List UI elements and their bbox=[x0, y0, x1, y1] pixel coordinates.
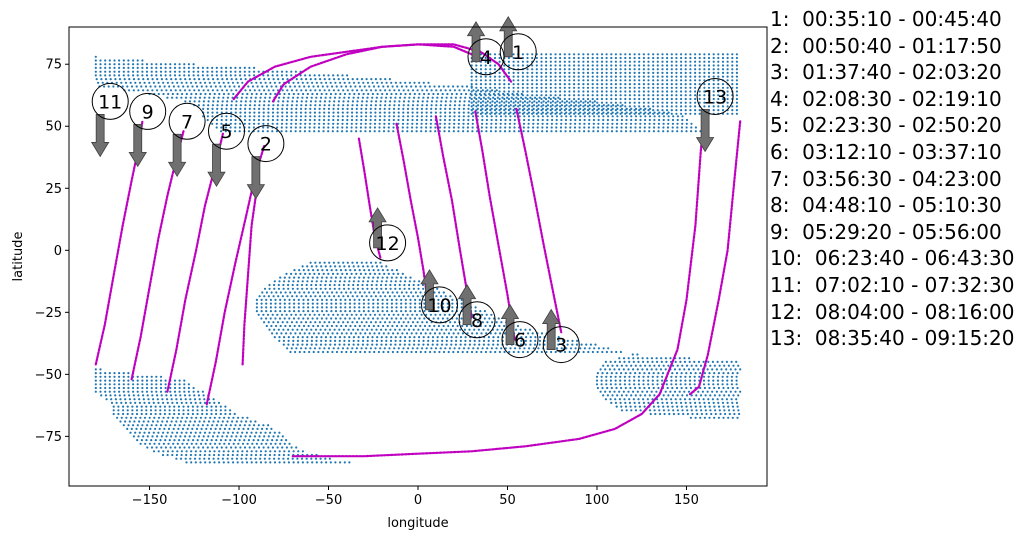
pass-marker-label: 7 bbox=[181, 111, 193, 133]
y-tick-label: 75 bbox=[45, 58, 62, 73]
ground-track bbox=[241, 187, 258, 366]
arrow-down-icon bbox=[90, 114, 110, 158]
pass-marker-circle bbox=[421, 286, 458, 324]
pass-marker-label: 9 bbox=[142, 101, 154, 123]
pass-marker: 3 bbox=[541, 308, 580, 364]
legend-entry: 9: 05:29:20 - 05:56:00 bbox=[770, 219, 1002, 244]
pass-marker-circle bbox=[91, 82, 129, 120]
x-axis: −150 −100 −50 0 50 100 150 bbox=[132, 486, 699, 508]
pass-marker-label: 10 bbox=[427, 295, 451, 317]
coverage-region bbox=[595, 353, 742, 419]
y-tick-label: 50 bbox=[45, 120, 62, 135]
y-tick-label: −50 bbox=[35, 368, 62, 383]
pass-marker: 5 bbox=[207, 112, 245, 187]
y-tick-label: 0 bbox=[54, 244, 62, 259]
x-tick-label: 100 bbox=[585, 493, 610, 508]
pass-marker-circle bbox=[696, 78, 734, 115]
legend-entry: 7: 03:56:30 - 04:23:00 bbox=[770, 166, 1002, 191]
x-tick-label: 0 bbox=[414, 493, 422, 508]
pass-marker-circle bbox=[208, 112, 245, 150]
legend-entry: 3: 01:37:40 - 02:03:20 bbox=[770, 60, 1002, 85]
x-axis-label: longitude bbox=[387, 516, 448, 531]
pass-marker-circle bbox=[501, 321, 539, 359]
legend-entry: 1: 00:35:10 - 00:45:40 bbox=[770, 7, 1002, 31]
legend-entry: 8: 04:48:10 - 05:10:30 bbox=[770, 193, 1002, 218]
pass-marker-circle bbox=[129, 92, 167, 130]
ground-track bbox=[515, 107, 563, 334]
pass-marker-circle bbox=[247, 125, 285, 163]
pass-marker: 7 bbox=[167, 102, 206, 178]
legend-entry: 13: 08:35:40 - 09:15:20 bbox=[770, 326, 1015, 351]
coverage-region bbox=[94, 368, 351, 464]
y-tick-label: −25 bbox=[35, 306, 62, 321]
pass-marker-label: 8 bbox=[471, 310, 483, 332]
pass-marker: 4 bbox=[466, 21, 505, 76]
coverage-region bbox=[94, 53, 739, 133]
arrow-down-icon bbox=[167, 133, 187, 178]
y-axis-label: latitude bbox=[11, 232, 26, 282]
x-tick-label: −100 bbox=[221, 493, 257, 508]
pass-marker-label: 11 bbox=[98, 91, 122, 113]
pass-marker: 6 bbox=[500, 303, 539, 359]
legend-entry: 4: 02:08:30 - 02:19:10 bbox=[770, 86, 1002, 111]
x-tick-label: −50 bbox=[315, 493, 342, 508]
pass-time-legend: 1: 00:35:10 - 00:45:40 2: 00:50:40 - 01:1… bbox=[770, 6, 1014, 352]
x-tick-label: −150 bbox=[132, 493, 168, 508]
arrow-down-icon bbox=[128, 123, 147, 168]
pass-marker-circle bbox=[499, 33, 537, 71]
legend-entry: 12: 08:04:00 - 08:16:00 bbox=[770, 299, 1015, 324]
pass-marker-label: 1 bbox=[512, 42, 524, 64]
arrow-down-icon bbox=[207, 143, 226, 187]
ground-track bbox=[474, 110, 516, 341]
x-tick-label: 50 bbox=[499, 493, 516, 508]
arrow-down-icon bbox=[246, 156, 266, 200]
pass-marker: 13 bbox=[695, 78, 734, 153]
pass-marker: 10 bbox=[420, 269, 458, 324]
ground-track bbox=[271, 43, 513, 103]
ground-track bbox=[291, 112, 706, 458]
pass-marker: 9 bbox=[128, 92, 167, 168]
pass-marker-circle bbox=[467, 38, 505, 76]
ground-track bbox=[232, 43, 482, 101]
pass-marker: 12 bbox=[368, 207, 407, 262]
legend-entry: 10: 06:23:40 - 06:43:30 bbox=[770, 246, 1015, 271]
y-tick-label: 25 bbox=[45, 182, 62, 197]
pass-marker-circle bbox=[458, 301, 496, 339]
legend-entry: 11: 07:02:10 - 07:32:30 bbox=[770, 272, 1015, 297]
arrow-down-icon bbox=[695, 109, 715, 153]
legend-entry: 6: 03:12:10 - 03:37:10 bbox=[770, 139, 1002, 164]
coverage-region bbox=[255, 261, 623, 354]
pass-marker-label: 3 bbox=[555, 335, 567, 357]
pass-marker: 2 bbox=[246, 125, 285, 200]
pass-marker-label: 12 bbox=[376, 233, 400, 255]
pass-marker-circle bbox=[168, 102, 206, 140]
legend-entry: 5: 02:23:30 - 02:50:20 bbox=[770, 113, 1002, 138]
pass-marker-label: 4 bbox=[480, 47, 492, 69]
x-tick-label: 150 bbox=[674, 493, 699, 508]
y-axis: −75 −50 −25 0 25 50 75 bbox=[35, 58, 69, 445]
pass-marker-circle bbox=[369, 224, 407, 262]
pass-marker-label: 5 bbox=[220, 121, 232, 143]
pass-marker-circle bbox=[542, 326, 580, 364]
pass-marker: 8 bbox=[457, 283, 496, 339]
pass-marker-label: 6 bbox=[514, 330, 526, 352]
pass-marker-label: 2 bbox=[260, 134, 272, 156]
y-tick-label: −75 bbox=[35, 430, 62, 445]
coverage-dots bbox=[94, 53, 742, 464]
ground-track bbox=[395, 122, 428, 297]
pass-marker: 11 bbox=[90, 82, 129, 158]
ground-track bbox=[688, 120, 742, 396]
legend-entry: 2: 00:50:40 - 01:17:50 bbox=[770, 33, 1002, 58]
pass-marker-label: 13 bbox=[703, 87, 727, 109]
